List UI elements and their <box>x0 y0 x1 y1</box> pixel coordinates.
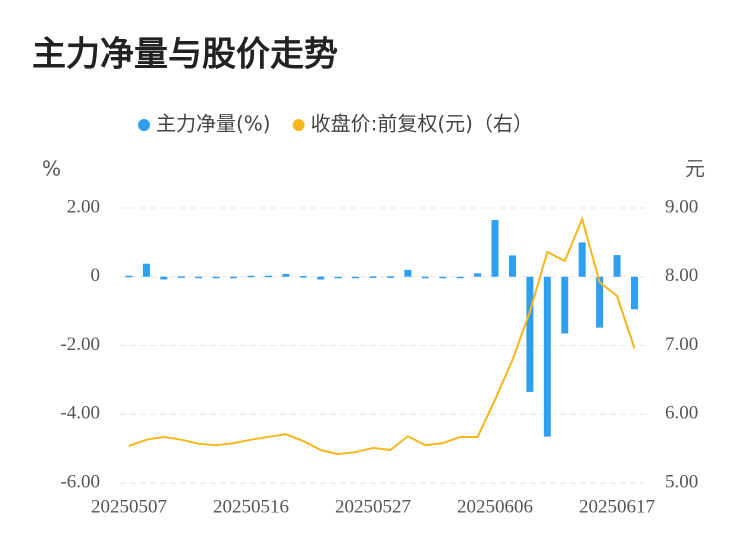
y2-tick-label: 8.00 <box>665 265 698 286</box>
chart-title: 主力净量与股价走势 <box>32 35 338 75</box>
x-tick-label: 20250617 <box>579 496 655 517</box>
bar <box>317 276 325 280</box>
bar <box>352 276 360 279</box>
bar <box>508 255 516 277</box>
legend-label: 收盘价:前复权(元)（右） <box>311 112 533 136</box>
y2-tick-label: 9.00 <box>665 196 698 217</box>
legend-marker <box>138 119 150 131</box>
y-tick-label: -2.00 <box>60 334 100 355</box>
bar <box>630 276 638 310</box>
bar <box>334 276 342 279</box>
y2-tick-label: 7.00 <box>665 334 698 355</box>
x-tick-label: 20250507 <box>91 496 167 517</box>
bar <box>526 276 534 392</box>
bar <box>230 276 238 279</box>
bar <box>456 276 464 279</box>
bar <box>561 276 569 334</box>
bar <box>125 275 133 278</box>
bar <box>474 273 482 277</box>
legend-marker <box>292 119 305 131</box>
x-tick-label: 20250516 <box>213 496 289 517</box>
y-tick-label: 0 <box>91 265 101 286</box>
y2-axis-label: 元 <box>685 157 705 181</box>
bar <box>439 276 447 279</box>
bar <box>491 220 499 277</box>
bar <box>543 276 551 437</box>
y-tick-label: 2.00 <box>67 196 100 217</box>
x-tick-label: 20250527 <box>335 496 411 517</box>
bar <box>596 276 604 328</box>
legend-label: 主力净量(%) <box>156 112 271 136</box>
bar <box>264 275 272 278</box>
bar <box>247 275 255 278</box>
bar <box>177 276 185 278</box>
y-tick-label: -6.00 <box>60 471 100 492</box>
y2-tick-label: 5.00 <box>665 471 698 492</box>
bar <box>212 276 220 279</box>
x-tick-label: 20250606 <box>457 496 533 517</box>
bar <box>299 276 307 278</box>
bar <box>142 263 150 277</box>
price-line <box>128 215 636 456</box>
bar <box>282 274 290 277</box>
bar <box>386 276 394 278</box>
bar <box>421 276 429 279</box>
bar <box>195 276 203 279</box>
bar <box>160 276 168 280</box>
bar <box>578 242 586 277</box>
y2-tick-label: 6.00 <box>665 403 698 424</box>
bar <box>404 269 412 277</box>
y-tick-label: -4.00 <box>60 403 100 424</box>
bar <box>369 276 377 278</box>
bar <box>613 255 621 277</box>
y-axis-label: % <box>42 157 61 181</box>
